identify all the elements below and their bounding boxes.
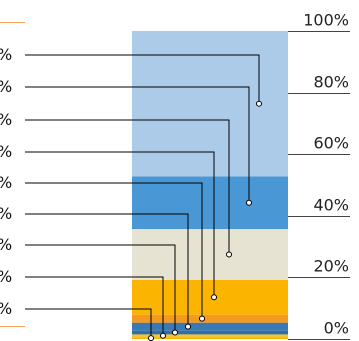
y-tick-label-1: 20% bbox=[313, 257, 349, 276]
left-label-1: % bbox=[0, 45, 12, 64]
left-label-6: % bbox=[0, 204, 12, 223]
leader-line-4 bbox=[25, 151, 215, 298]
leader-line-2 bbox=[25, 86, 250, 203]
y-axis-ticks: 0% 20% 40% 60% 80% 100% bbox=[288, 11, 350, 340]
bar-segment-9 bbox=[132, 31, 288, 177]
left-label-2: % bbox=[0, 77, 12, 96]
leader-dot-9 bbox=[148, 335, 154, 341]
leader-dot-4 bbox=[211, 294, 217, 301]
left-label-5: % bbox=[0, 173, 12, 192]
leader-line-6 bbox=[25, 213, 189, 327]
y-tick-label-2: 40% bbox=[313, 196, 349, 215]
bar-segment-3 bbox=[132, 330, 288, 335]
leader-dot-8 bbox=[160, 332, 166, 339]
left-label-7: % bbox=[0, 235, 12, 254]
leader-line-5 bbox=[25, 182, 203, 319]
leader-dot-2 bbox=[246, 199, 252, 206]
y-tick-label-4: 80% bbox=[313, 73, 349, 92]
left-labels: %%%%%%%%% bbox=[0, 45, 12, 318]
leader-dot-3 bbox=[226, 251, 232, 258]
leader-dot-5 bbox=[199, 315, 205, 322]
leader-dot-7 bbox=[172, 329, 178, 336]
label-leaders bbox=[25, 54, 262, 341]
y-tick-label-3: 60% bbox=[313, 134, 349, 153]
leader-line-1 bbox=[25, 54, 260, 104]
bar-segment-4 bbox=[132, 322, 288, 331]
leader-line-7 bbox=[25, 244, 176, 333]
leader-dot-1 bbox=[256, 100, 262, 107]
bar-segment-2 bbox=[132, 334, 288, 338]
leader-dot-6 bbox=[185, 323, 191, 330]
left-label-9: % bbox=[0, 299, 12, 318]
bar-segment-5 bbox=[132, 314, 288, 323]
bar-segment-1 bbox=[132, 337, 288, 339]
leader-line-3 bbox=[25, 119, 230, 255]
left-label-8: % bbox=[0, 267, 12, 286]
y-tick-label-5: 100% bbox=[303, 11, 349, 30]
left-guide-lines bbox=[0, 22, 25, 327]
left-label-3: % bbox=[0, 110, 12, 129]
bar-segments bbox=[132, 31, 288, 339]
bar-segment-8 bbox=[132, 176, 288, 230]
leader-line-8 bbox=[25, 276, 164, 336]
bar-segment-6 bbox=[132, 279, 288, 315]
y-tick-label-0: 0% bbox=[324, 319, 349, 338]
leader-line-9 bbox=[25, 308, 152, 339]
left-label-4: % bbox=[0, 142, 12, 161]
bar-segment-7 bbox=[132, 229, 288, 280]
